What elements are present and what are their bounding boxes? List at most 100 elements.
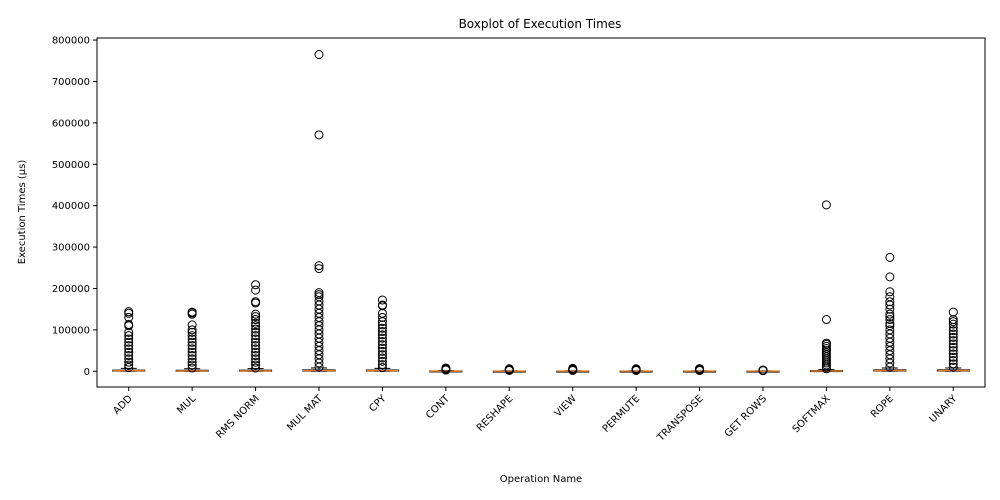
outlier-point [124, 351, 134, 361]
outlier-point [251, 315, 261, 325]
outlier-point [821, 315, 831, 325]
box-group-reshape [492, 364, 526, 375]
outlier-point [568, 363, 578, 373]
outlier-point [885, 297, 895, 307]
x-tick-label: GET ROWS [723, 393, 769, 439]
x-axis-label: Operation Name [500, 474, 582, 485]
outlier-point [885, 252, 895, 262]
outlier-point [377, 353, 387, 363]
outlier-point [948, 346, 958, 356]
outlier-point [821, 343, 831, 353]
outlier-point [885, 309, 895, 319]
x-tick-label: MUL [175, 393, 198, 416]
y-tick-label: 600000 [52, 118, 90, 129]
outlier-point [377, 360, 387, 370]
outlier-point [948, 362, 958, 372]
outlier-point [251, 321, 261, 331]
x-tick-label: TRANSPOSE [655, 393, 706, 444]
outlier-point [124, 341, 134, 351]
x-tick-label: RESHAPE [475, 393, 516, 434]
outlier-point [187, 331, 197, 341]
outlier-point [885, 321, 895, 331]
outlier-point [251, 360, 261, 370]
outlier-point [885, 272, 895, 282]
outlier-point [187, 351, 197, 361]
outlier-point [251, 280, 261, 290]
outlier-point [187, 307, 197, 317]
y-tick-label: 500000 [52, 160, 90, 171]
chart-title: Boxplot of Execution Times [459, 17, 622, 31]
x-tick-label: PERMUTE [601, 393, 642, 434]
box-group-cont [429, 363, 463, 375]
outlier-point [948, 329, 958, 339]
outlier-point [251, 354, 261, 364]
box-group-view [556, 363, 590, 375]
outlier-point [377, 336, 387, 346]
outlier-point [251, 331, 261, 341]
plot-frame [96, 37, 986, 388]
outlier-point [124, 360, 134, 370]
x-tick-label: CPY [367, 393, 389, 415]
x-tick-label: RMS NORM [214, 393, 261, 440]
outlier-point [314, 290, 324, 300]
box-group-mul-mat [302, 50, 336, 372]
outlier-point [251, 363, 261, 373]
outlier-point [377, 343, 387, 353]
x-tick-label: ROPE [869, 393, 896, 420]
outlier-point [251, 318, 261, 328]
outlier-point [187, 344, 197, 354]
outlier-point [948, 317, 958, 327]
box-group-permute [619, 364, 653, 375]
outlier-point [251, 312, 261, 322]
plot-area: 0 100000 200000 300000 400000 500000 600000 700… [52, 36, 986, 444]
outlier-point [124, 307, 134, 317]
outlier-point [885, 304, 895, 314]
box-group-softmax [809, 200, 843, 374]
outlier-point [948, 339, 958, 349]
outlier-point [948, 319, 958, 329]
outlier-point [377, 363, 387, 373]
outlier-point [187, 325, 197, 335]
outlier-point [821, 200, 831, 210]
outlier-point [124, 357, 134, 367]
outlier-point [948, 332, 958, 342]
outlier-point [251, 344, 261, 354]
outlier-point [948, 336, 958, 346]
box-group-get-rows [746, 365, 780, 376]
outlier-point [187, 357, 197, 367]
outlier-point [124, 344, 134, 354]
y-tick-label: 800000 [52, 36, 90, 47]
outlier-point [948, 359, 958, 369]
outlier-point [948, 326, 958, 336]
x-tick-label: VIEW [553, 393, 579, 419]
outlier-point [948, 352, 958, 362]
outlier-point [821, 341, 831, 351]
outlier-point [314, 288, 324, 298]
outlier-point [251, 285, 261, 295]
outlier-point [251, 347, 261, 357]
outlier-point [377, 340, 387, 350]
outlier-point [377, 346, 387, 356]
box-group-rope [873, 252, 907, 372]
outlier-point [377, 320, 387, 330]
outlier-point [251, 309, 261, 319]
x-tick-label: ADD [111, 393, 135, 417]
outlier-point [314, 261, 324, 271]
box-group-add [112, 307, 146, 373]
outlier-point [377, 327, 387, 337]
outlier-point [695, 364, 705, 374]
outlier-point [885, 325, 895, 335]
outlier-point [124, 331, 134, 341]
y-tick-label: 700000 [52, 77, 90, 88]
outlier-point [377, 295, 387, 305]
box-group-transpose [683, 364, 717, 375]
x-tick-label: SOFTMAX [791, 393, 833, 435]
outlier-point [821, 346, 831, 356]
y-axis-label: Execution Times (µs) [17, 160, 28, 265]
y-tick-label: 300000 [52, 243, 90, 254]
outlier-point [187, 354, 197, 364]
outlier-point [948, 307, 958, 317]
outlier-point [377, 323, 387, 333]
outlier-point [251, 297, 261, 307]
